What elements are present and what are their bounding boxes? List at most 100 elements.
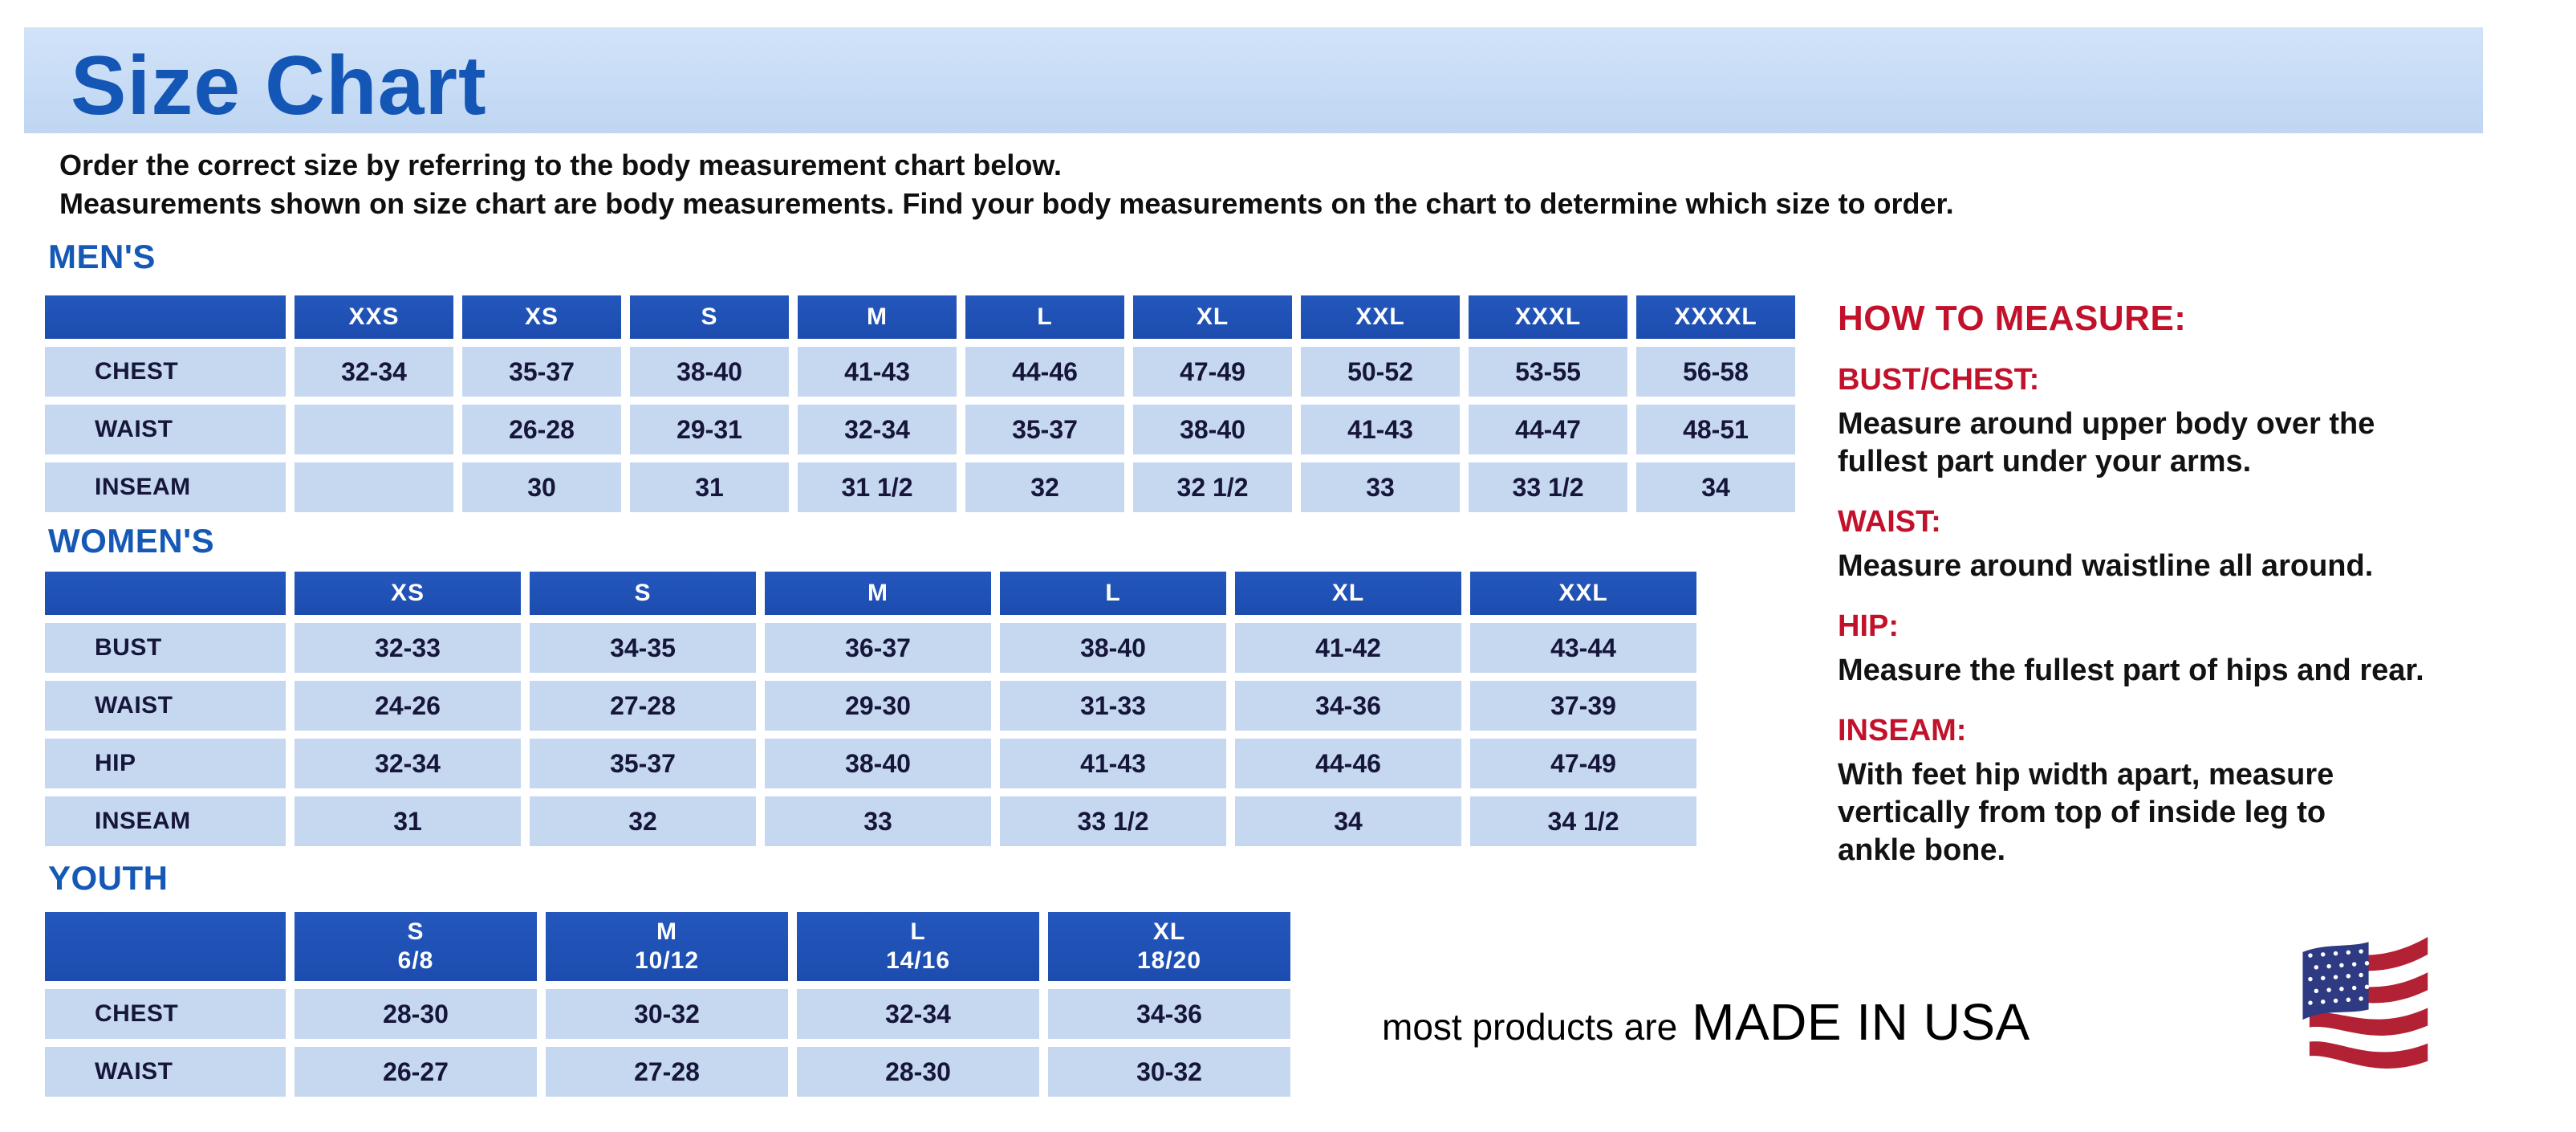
- value-cell: 50-52: [1301, 347, 1460, 397]
- size-header-cell: XXL: [1470, 572, 1696, 615]
- mens-size-table: XXS XS S M L XL XXL XXXL XXXXL CHEST 32-34 35-37 38-…: [45, 295, 1795, 512]
- value-cell: 33: [1301, 462, 1460, 512]
- intro-line-2: Measurements shown on size chart are bod…: [59, 187, 1954, 220]
- size-header-cell: S: [530, 572, 756, 615]
- value-cell: 34-36: [1048, 989, 1290, 1039]
- value-cell: 38-40: [765, 739, 991, 788]
- value-cell: 44-46: [1235, 739, 1461, 788]
- size-header-cell: L: [1000, 572, 1226, 615]
- size-header-cell: M: [798, 295, 957, 339]
- value-cell: [295, 405, 453, 454]
- table-corner-cell: [45, 572, 286, 615]
- value-cell: 41-43: [1301, 405, 1460, 454]
- row-label-cell: WAIST: [45, 681, 286, 731]
- made-in-usa-prefix: most products are: [1382, 1006, 1678, 1048]
- value-cell: 32-34: [295, 347, 453, 397]
- value-cell: 28-30: [295, 989, 537, 1039]
- measure-label-waist: WAIST:: [1838, 505, 1941, 539]
- value-cell: 31: [630, 462, 789, 512]
- size-header-cell: L 14/16: [797, 912, 1039, 981]
- row-label-cell: WAIST: [45, 1047, 286, 1097]
- value-cell: 44-47: [1469, 405, 1627, 454]
- row-label-cell: INSEAM: [45, 796, 286, 846]
- size-header-cell: S: [630, 295, 789, 339]
- value-cell: 26-28: [462, 405, 621, 454]
- row-label-cell: WAIST: [45, 405, 286, 454]
- value-cell: 41-43: [798, 347, 957, 397]
- value-cell: 29-30: [765, 681, 991, 731]
- value-cell: 28-30: [797, 1047, 1039, 1097]
- value-cell: 26-27: [295, 1047, 537, 1097]
- value-cell: 47-49: [1133, 347, 1292, 397]
- measure-text-bust-chest: Measure around upper body over the fulle…: [1838, 407, 2375, 478]
- value-cell: 32: [530, 796, 756, 846]
- value-cell: 27-28: [530, 681, 756, 731]
- value-cell: 32-34: [798, 405, 957, 454]
- made-in-usa-emphasis: MADE IN USA: [1692, 993, 2030, 1051]
- size-header-cell: XXXL: [1469, 295, 1627, 339]
- row-label-cell: INSEAM: [45, 462, 286, 512]
- value-cell: 30: [462, 462, 621, 512]
- row-label-cell: BUST: [45, 623, 286, 673]
- size-header-cell: L: [965, 295, 1124, 339]
- measure-text-hip: Measure the fullest part of hips and rea…: [1838, 654, 2424, 687]
- value-cell: 32 1/2: [1133, 462, 1292, 512]
- value-cell: [295, 462, 453, 512]
- size-header-cell: XS: [295, 572, 521, 615]
- value-cell: 32: [965, 462, 1124, 512]
- value-cell: 34: [1235, 796, 1461, 846]
- value-cell: 53-55: [1469, 347, 1627, 397]
- table-corner-cell: [45, 295, 286, 339]
- page-title: Size Chart: [71, 39, 487, 132]
- size-header-cell: XXS: [295, 295, 453, 339]
- value-cell: 48-51: [1636, 405, 1795, 454]
- size-header-cell: XS: [462, 295, 621, 339]
- value-cell: 32-34: [295, 739, 521, 788]
- value-cell: 27-28: [546, 1047, 788, 1097]
- value-cell: 34-36: [1235, 681, 1461, 731]
- value-cell: 34-35: [530, 623, 756, 673]
- youth-size-table: S 6/8 M 10/12 L 14/16 XL 18/20 CHEST 28-30 30-32 32…: [45, 912, 1290, 1097]
- measure-label-inseam: INSEAM:: [1838, 714, 1967, 747]
- size-header-cell: M 10/12: [546, 912, 788, 981]
- row-label-cell: CHEST: [45, 989, 286, 1039]
- size-header-cell: XXL: [1301, 295, 1460, 339]
- value-cell: 43-44: [1470, 623, 1696, 673]
- value-cell: 35-37: [462, 347, 621, 397]
- size-header-cell: S 6/8: [295, 912, 537, 981]
- value-cell: 24-26: [295, 681, 521, 731]
- value-cell: 31: [295, 796, 521, 846]
- youth-section-heading: YOUTH: [48, 859, 169, 897]
- intro-line-1: Order the correct size by referring to t…: [59, 149, 1062, 181]
- table-corner-cell: [45, 912, 286, 981]
- value-cell: 44-46: [965, 347, 1124, 397]
- value-cell: 32-33: [295, 623, 521, 673]
- value-cell: 30-32: [546, 989, 788, 1039]
- size-header-cell: XL: [1133, 295, 1292, 339]
- value-cell: 35-37: [965, 405, 1124, 454]
- size-header-cell: XL 18/20: [1048, 912, 1290, 981]
- size-header-cell: M: [765, 572, 991, 615]
- womens-section-heading: WOMEN'S: [48, 522, 215, 560]
- value-cell: 33: [765, 796, 991, 846]
- value-cell: 31-33: [1000, 681, 1226, 731]
- value-cell: 41-42: [1235, 623, 1461, 673]
- value-cell: 38-40: [1000, 623, 1226, 673]
- size-header-cell: XL: [1235, 572, 1461, 615]
- row-label-cell: HIP: [45, 739, 286, 788]
- measure-label-hip: HIP:: [1838, 609, 1899, 643]
- value-cell: 36-37: [765, 623, 991, 673]
- intro-text: Order the correct size by referring to t…: [59, 146, 1954, 223]
- value-cell: 34: [1636, 462, 1795, 512]
- value-cell: 37-39: [1470, 681, 1696, 731]
- value-cell: 35-37: [530, 739, 756, 788]
- size-header-cell: XXXXL: [1636, 295, 1795, 339]
- measure-text-waist: Measure around waistline all around.: [1838, 549, 2374, 583]
- value-cell: 29-31: [630, 405, 789, 454]
- title-banner: Size Chart: [24, 27, 2483, 133]
- how-to-measure-panel: HOW TO MEASURE: BUST/CHEST: Measure arou…: [1838, 299, 2544, 869]
- measure-text-inseam: With feet hip width apart, measure verti…: [1838, 758, 2334, 867]
- value-cell: 56-58: [1636, 347, 1795, 397]
- value-cell: 31 1/2: [798, 462, 957, 512]
- mens-section-heading: MEN'S: [48, 238, 156, 275]
